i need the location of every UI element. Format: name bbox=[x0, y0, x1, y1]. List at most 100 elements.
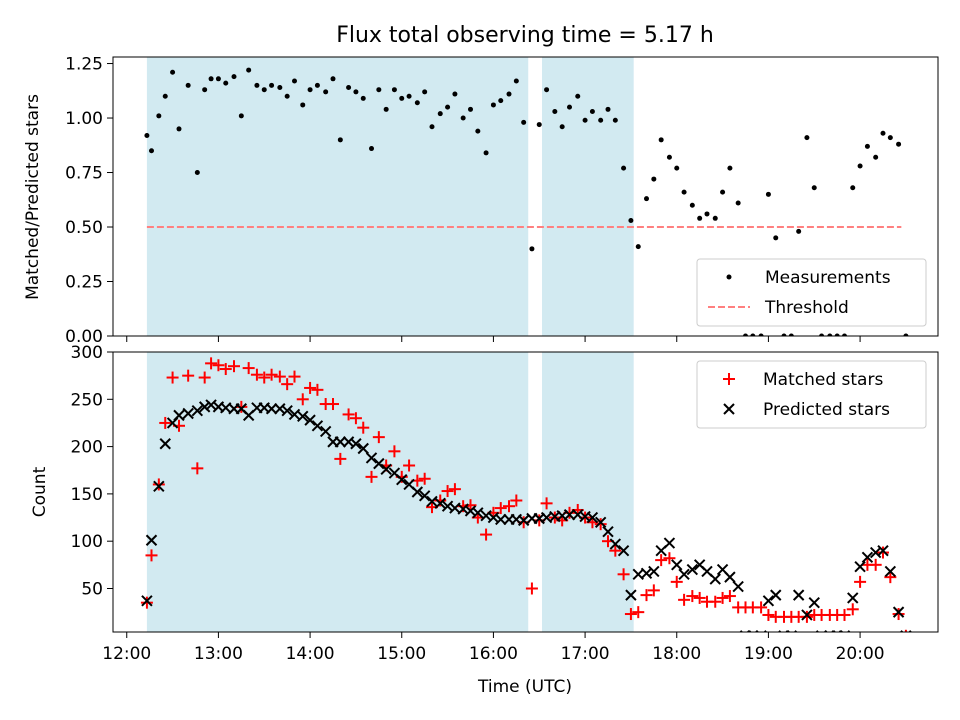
measurement-point bbox=[674, 165, 680, 171]
predicted-star-point bbox=[678, 568, 690, 581]
x-tick-label: 16:00 bbox=[469, 644, 518, 664]
measurement-point bbox=[605, 106, 611, 112]
top-y-tick-label: 0.00 bbox=[65, 327, 103, 347]
measurement-point bbox=[697, 215, 703, 221]
matched-star-point bbox=[265, 368, 278, 381]
predicted-star-point bbox=[191, 404, 204, 417]
measurement-point bbox=[589, 108, 595, 114]
measurement-point bbox=[864, 143, 870, 149]
predicted-star-point bbox=[640, 567, 653, 580]
measurement-point bbox=[796, 228, 802, 234]
measurement-point bbox=[360, 95, 366, 101]
measurement-point bbox=[475, 128, 481, 134]
matched-star-point bbox=[159, 416, 172, 429]
measurement-point bbox=[880, 130, 886, 136]
matched-star-point bbox=[594, 518, 607, 531]
matched-star-point bbox=[846, 603, 859, 616]
measurement-point bbox=[896, 141, 902, 147]
x-tick-label: 12:00 bbox=[102, 644, 151, 664]
measurement-point bbox=[238, 113, 244, 119]
matched-star-point bbox=[655, 554, 668, 567]
predicted-star-point bbox=[297, 410, 309, 423]
measurement-point bbox=[506, 91, 512, 97]
measurement-point bbox=[567, 104, 572, 110]
measurement-point bbox=[277, 85, 283, 91]
matched-star-point bbox=[418, 472, 431, 485]
measurement-point bbox=[857, 163, 863, 169]
measurement-point bbox=[176, 126, 182, 132]
measurement-point bbox=[873, 154, 879, 160]
measurement-point bbox=[460, 115, 466, 121]
matched-star-point bbox=[288, 370, 301, 383]
measurement-point bbox=[269, 82, 275, 88]
measurement-point bbox=[254, 82, 260, 88]
measurement-point bbox=[300, 102, 306, 108]
shaded-interval bbox=[542, 57, 634, 336]
predicted-star-point bbox=[648, 565, 660, 578]
measurement-point bbox=[231, 74, 237, 80]
predicted-star-point bbox=[153, 480, 165, 493]
matched-star-point bbox=[448, 483, 461, 496]
x-tick-label: 19:00 bbox=[744, 644, 793, 664]
bottom-legend-box bbox=[696, 360, 927, 429]
matched-star-point bbox=[525, 582, 538, 595]
bottom-axes-frame bbox=[112, 351, 939, 633]
matched-star-point bbox=[258, 371, 271, 384]
matched-star-point bbox=[624, 608, 637, 621]
measurement-point bbox=[170, 69, 176, 75]
measurement-point bbox=[292, 78, 297, 84]
predicted-star-point bbox=[472, 507, 484, 519]
measurement-point bbox=[185, 82, 191, 88]
matched-star-point bbox=[892, 608, 905, 621]
bottom-shaded-regions bbox=[146, 352, 634, 632]
measurement-point bbox=[246, 67, 252, 73]
predicted-star-point bbox=[334, 436, 347, 448]
measurement-point bbox=[811, 185, 817, 191]
measurement-point bbox=[490, 102, 496, 108]
predicted-star-point bbox=[854, 561, 866, 573]
measurement-point bbox=[689, 202, 695, 208]
matched-star-point bbox=[884, 571, 897, 584]
predicted-star-point bbox=[892, 606, 905, 618]
top-y-tick-label: 1.25 bbox=[65, 55, 103, 75]
matched-star-point bbox=[494, 502, 507, 515]
matched-star-point bbox=[632, 606, 645, 619]
matched-star-point bbox=[693, 591, 706, 604]
predicted-star-point bbox=[365, 452, 378, 464]
measurement-point bbox=[445, 104, 451, 110]
predicted-star-point bbox=[288, 408, 301, 421]
matched-star-point bbox=[388, 445, 401, 458]
predicted-star-point bbox=[357, 442, 369, 455]
bottom-y-label: Count bbox=[30, 466, 50, 517]
matched-star-point bbox=[510, 494, 523, 507]
predicted-star-point bbox=[145, 534, 158, 546]
predicted-star-point bbox=[808, 596, 820, 609]
predicted-star-point bbox=[159, 438, 171, 450]
predicted-star-point bbox=[686, 563, 699, 576]
predicted-star-point bbox=[304, 414, 316, 426]
matched-star-point bbox=[205, 357, 218, 370]
top-shaded-regions bbox=[146, 57, 634, 336]
measurement-point bbox=[284, 93, 290, 99]
matched-star-point bbox=[349, 412, 362, 425]
predicted-star-point bbox=[411, 486, 424, 498]
measurement-point bbox=[758, 333, 764, 336]
matched-star-point bbox=[838, 608, 851, 621]
predicted-star-point bbox=[563, 508, 576, 521]
predicted-star-point bbox=[792, 589, 805, 601]
measurement-point bbox=[383, 106, 389, 112]
measurement-point bbox=[651, 176, 657, 182]
legend-matched-label: Matched stars bbox=[763, 370, 883, 390]
measurement-point bbox=[834, 333, 840, 336]
matched-star-point bbox=[663, 552, 676, 565]
bottom-x-axis: 12:00 13:00 14:00 15:00 16:00 17:00 18:00 19:00… bbox=[102, 632, 885, 664]
measurement-point bbox=[144, 132, 150, 138]
predicted-star-point bbox=[732, 580, 744, 593]
measurement-point bbox=[887, 135, 893, 141]
matched-star-point bbox=[219, 363, 232, 376]
shaded-interval bbox=[146, 57, 529, 336]
predicted-star-point bbox=[617, 544, 630, 557]
measurement-point bbox=[208, 76, 214, 82]
matched-star-point bbox=[304, 381, 317, 394]
